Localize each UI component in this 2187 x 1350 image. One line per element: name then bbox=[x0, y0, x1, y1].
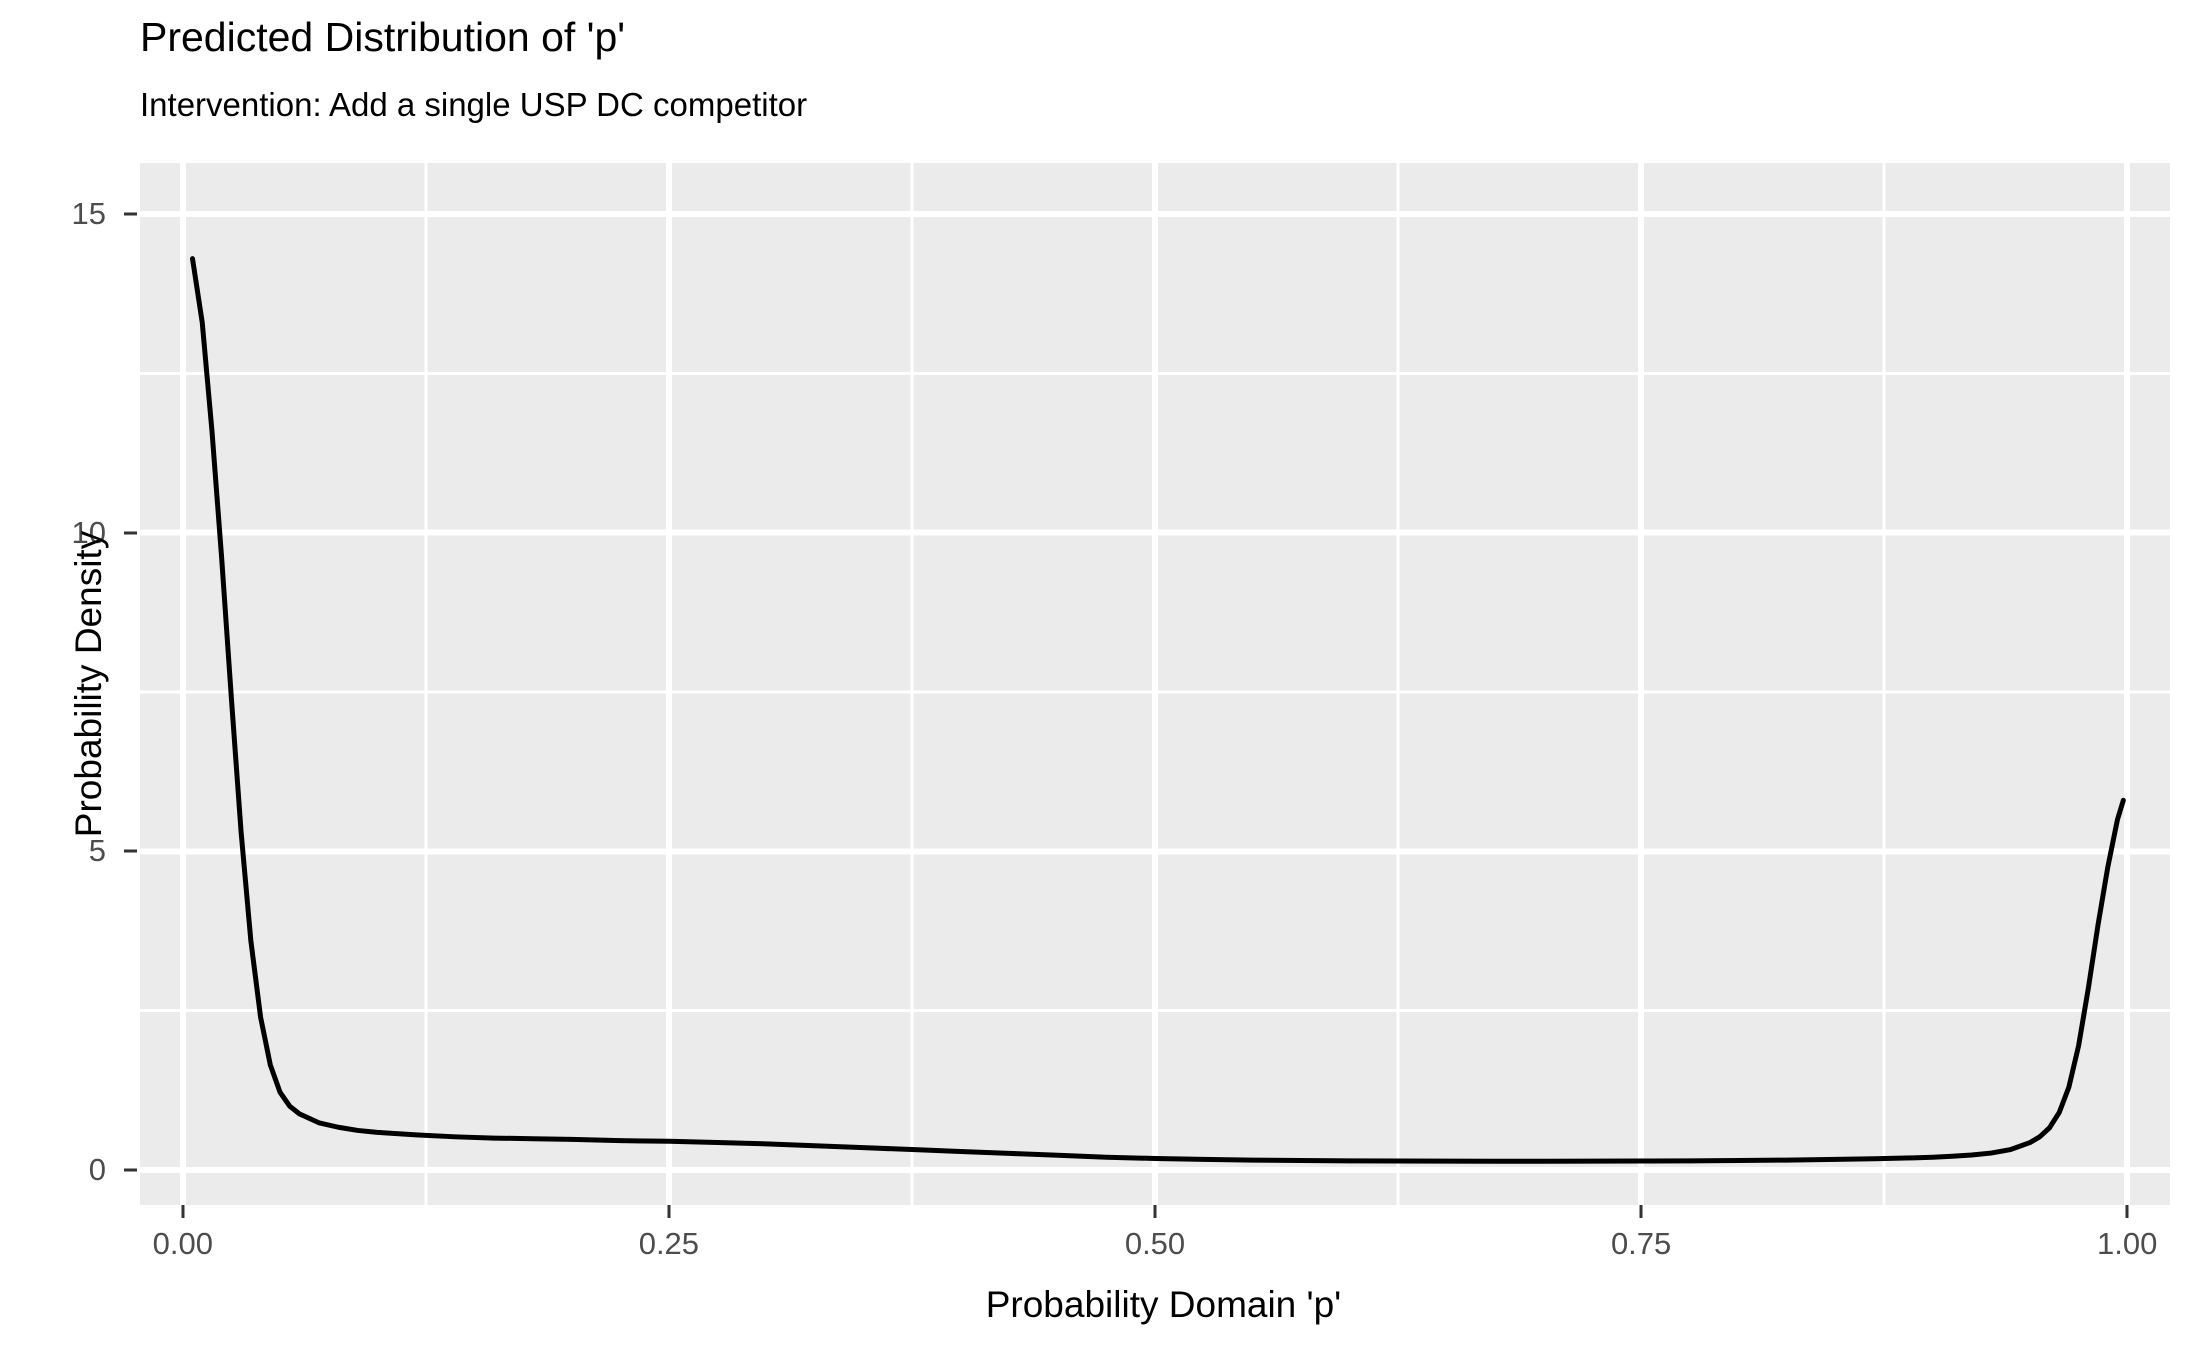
y-tick-label: 15 bbox=[71, 195, 106, 231]
x-tick-mark bbox=[2125, 1205, 2129, 1218]
y-tick-label: 5 bbox=[88, 833, 106, 869]
y-tick-mark bbox=[124, 849, 137, 853]
y-axis-title: Probability Density bbox=[68, 530, 109, 838]
x-tick-label: 1.00 bbox=[2097, 1226, 2158, 1261]
x-tick-mark bbox=[667, 1205, 671, 1218]
x-tick-mark bbox=[181, 1205, 185, 1218]
density-curve bbox=[190, 256, 2126, 1164]
x-tick-label: 0.75 bbox=[1610, 1226, 1672, 1261]
grid-layer bbox=[140, 163, 2170, 1205]
page-title: Predicted Distribution of 'p' bbox=[140, 14, 626, 60]
y-tick-label: 0 bbox=[88, 1151, 106, 1187]
y-tick-mark bbox=[124, 1168, 137, 1172]
density-curve-layer bbox=[190, 256, 2126, 1164]
plot-subtitle: Intervention: Add a single USP DC compet… bbox=[140, 86, 808, 123]
y-tick-mark bbox=[124, 531, 137, 535]
x-axis-title: Probability Domain 'p' bbox=[985, 1284, 1342, 1325]
x-tick-mark bbox=[1639, 1205, 1643, 1218]
x-tick-mark bbox=[1153, 1205, 1157, 1218]
y-tick-label: 10 bbox=[71, 514, 106, 550]
x-tick-label: 0.25 bbox=[638, 1226, 700, 1261]
x-tick-label: 0.50 bbox=[1124, 1226, 1186, 1261]
y-axis-title-wrapper: Probability Density bbox=[14, 163, 109, 1205]
y-tick-mark bbox=[124, 212, 137, 216]
x-tick-label: 0.00 bbox=[152, 1226, 213, 1261]
plot-panel bbox=[140, 163, 2170, 1205]
